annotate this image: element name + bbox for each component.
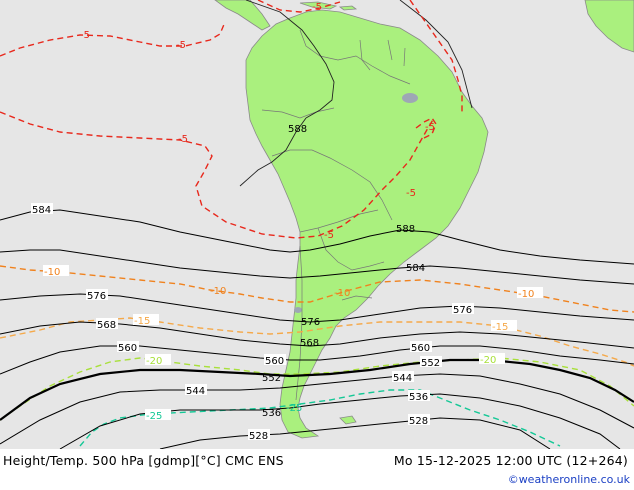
- temp-label-minus5: -5: [406, 188, 416, 199]
- label-background: [452, 303, 474, 314]
- height-label-536: 536: [409, 392, 428, 403]
- height-label-544: 544: [186, 386, 205, 397]
- credit-link[interactable]: ©weatheronline.co.uk: [507, 473, 630, 486]
- lake: [402, 93, 418, 103]
- height-label-584: 584: [32, 205, 51, 216]
- temp-label-minus15: -15: [492, 322, 508, 333]
- temp-label-minus5: -5: [312, 2, 322, 13]
- height-label-560: 560: [118, 343, 137, 354]
- weather-map: 588 588 584 584 576 576 576 568 568 560 …: [0, 0, 634, 449]
- temp-minus5-contours: [0, 0, 463, 239]
- label-background: [491, 320, 517, 331]
- temp-label-minus10: -10: [334, 288, 350, 299]
- temp-label-minus5: -5: [176, 40, 186, 51]
- temp-label-minus15: -15: [134, 316, 150, 327]
- label-background: [133, 314, 159, 325]
- height-label-552: 552: [262, 373, 281, 384]
- dark-borders: [239, 0, 473, 187]
- map-footer: Height/Temp. 500 hPa [gdmp][°C] CMC ENS …: [0, 449, 634, 490]
- label-background: [410, 341, 432, 352]
- temp-label-minus5: -5: [425, 122, 435, 133]
- height-label-584: 584: [406, 263, 425, 274]
- temp-label-minus10: -10: [518, 289, 534, 300]
- label-background: [248, 429, 270, 440]
- label-background: [96, 318, 118, 329]
- label-background: [145, 409, 171, 420]
- lake: [294, 307, 302, 313]
- height-label-560: 560: [411, 343, 430, 354]
- height-label-528: 528: [409, 416, 428, 427]
- temp-label-minus25: -25: [286, 403, 302, 414]
- height-label-568: 568: [300, 338, 319, 349]
- country-borders: [261, 29, 411, 401]
- height-label-576: 576: [87, 291, 106, 302]
- central-america-landmass: [214, 0, 271, 31]
- temperature-labels: -5 -5 -5 -5 -5 -5 -5 -10 -10 -10 -10 -15…: [43, 2, 543, 422]
- temp-label-minus5: -5: [178, 134, 188, 145]
- label-background: [479, 353, 505, 364]
- falkland-islands: [339, 415, 357, 425]
- label-background: [31, 203, 53, 214]
- height-label-568: 568: [97, 320, 116, 331]
- map-svg: 588 588 584 584 576 576 576 568 568 560 …: [0, 0, 634, 449]
- height-label-588: 588: [396, 224, 415, 235]
- height-label-536: 536: [262, 408, 281, 419]
- height-labels: 588 588 584 584 576 576 576 568 568 560 …: [31, 124, 474, 442]
- label-background: [43, 265, 69, 276]
- temp-label-minus20: -20: [480, 355, 496, 366]
- temp-label-minus5: -5: [80, 30, 90, 41]
- temp-minus15-contour: [0, 317, 634, 367]
- valid-time: Mo 15-12-2025 12:00 UTC (12+264): [393, 453, 628, 468]
- label-background: [517, 287, 543, 298]
- africa-landmass: [584, 0, 634, 53]
- label-background: [185, 384, 207, 395]
- temp-minus20-contour: [0, 357, 634, 421]
- south-america-landmass: [245, 9, 489, 439]
- label-background: [145, 354, 171, 365]
- height-label-528: 528: [249, 431, 268, 442]
- label-background: [408, 414, 430, 425]
- label-background: [408, 390, 430, 401]
- label-background: [117, 341, 139, 352]
- product-title: Height/Temp. 500 hPa [gdmp][°C] CMC ENS: [3, 453, 284, 468]
- temp-label-minus25: -25: [146, 411, 162, 422]
- temp-label-minus20: -20: [146, 356, 162, 367]
- temp-label-minus5: -5: [324, 230, 334, 241]
- temp-label-minus10: -10: [210, 286, 226, 297]
- temp-label-minus10: -10: [44, 267, 60, 278]
- label-background: [264, 354, 286, 365]
- temp-minus25-contour: [79, 389, 561, 447]
- height-label-576: 576: [301, 317, 320, 328]
- label-background: [420, 356, 442, 367]
- height-label-552: 552: [421, 358, 440, 369]
- height-label-588: 588: [288, 124, 307, 135]
- height-label-544: 544: [393, 373, 412, 384]
- height-label-576: 576: [453, 305, 472, 316]
- height-label-560: 560: [265, 356, 284, 367]
- label-background: [86, 289, 108, 300]
- label-background: [392, 371, 414, 382]
